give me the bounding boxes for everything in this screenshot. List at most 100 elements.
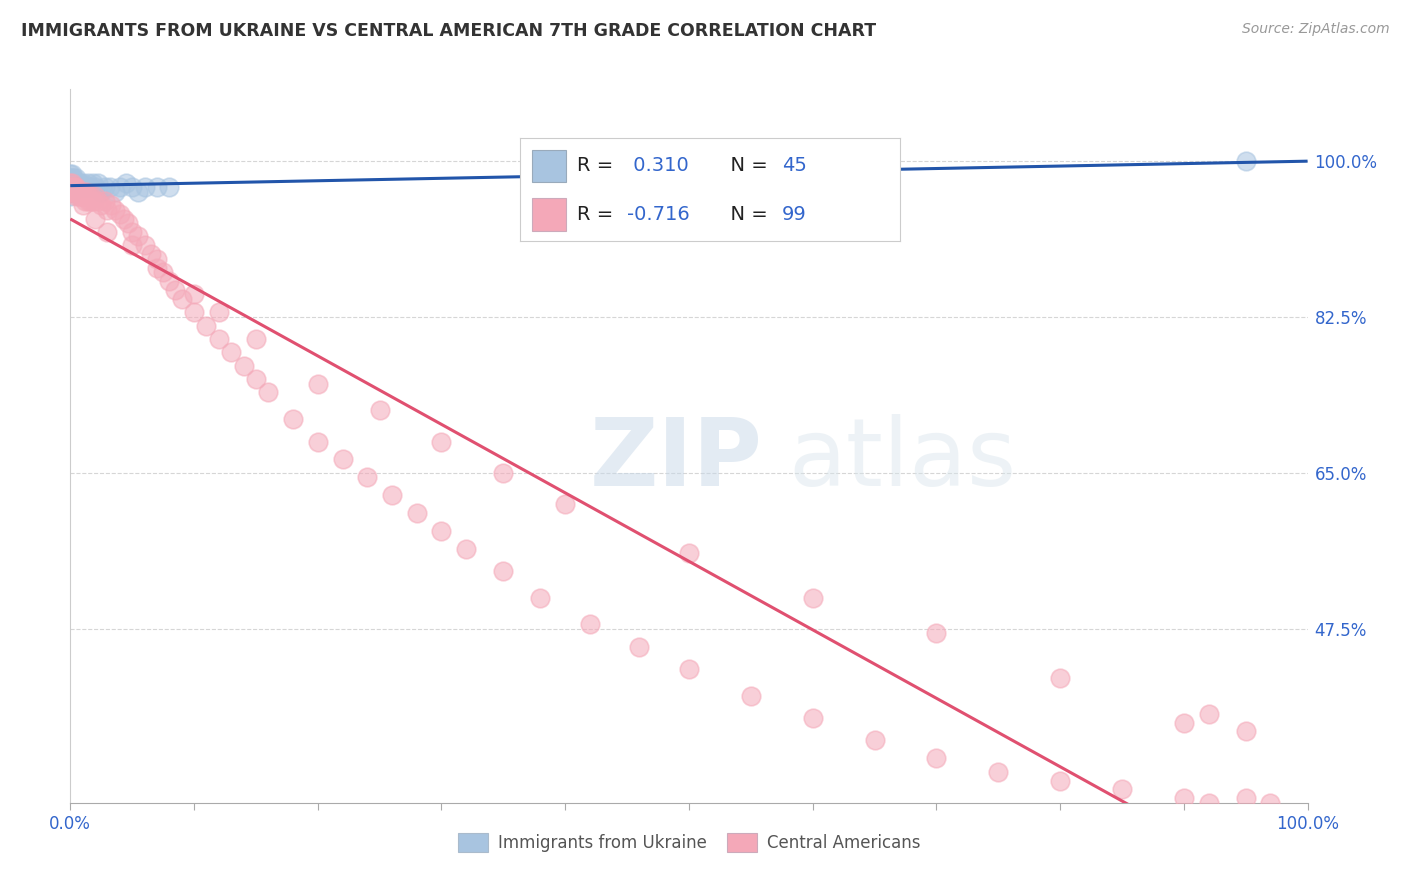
Point (108, 180, 131, 194)
Point (1173, 715, 1195, 730)
Point (1260, 796, 1282, 810)
Point (65, 189, 87, 203)
Point (72, 198, 94, 212)
Point (59, 180, 82, 194)
Point (96, 225, 118, 239)
Point (157, 274, 180, 288)
Point (381, 488, 404, 502)
Point (307, 434, 329, 449)
Point (104, 185, 127, 199)
Text: 45: 45 (782, 156, 807, 176)
Point (73, 185, 96, 199)
Point (117, 216, 139, 230)
Point (678, 546, 700, 560)
Point (60, 167, 83, 181)
Point (67, 176, 90, 190)
Point (152, 265, 174, 279)
Point (82, 176, 104, 190)
Point (115, 176, 138, 190)
Point (62, 176, 84, 190)
Point (121, 180, 143, 194)
Point (100, 198, 122, 212)
Point (1198, 706, 1220, 721)
Point (127, 185, 149, 199)
Point (195, 318, 218, 333)
Point (740, 689, 762, 703)
Point (76, 194, 98, 208)
Point (67, 180, 90, 194)
Point (65, 180, 87, 194)
Point (219, 345, 242, 359)
Point (65, 171, 87, 186)
Point (65, 176, 87, 190)
Point (72, 176, 94, 190)
Point (245, 372, 267, 386)
Point (60, 180, 83, 194)
Point (1198, 796, 1220, 810)
Point (59, 176, 82, 190)
Text: N =: N = (717, 204, 773, 224)
Text: 99: 99 (782, 204, 807, 224)
Point (183, 287, 205, 301)
Point (59, 185, 82, 199)
Point (62, 185, 84, 199)
Point (60, 180, 83, 194)
Point (405, 506, 427, 520)
Point (232, 359, 254, 373)
Point (121, 238, 143, 252)
Point (925, 626, 948, 640)
Point (60, 176, 83, 190)
Point (63, 185, 86, 199)
Point (84, 189, 107, 203)
Point (86, 194, 108, 208)
Point (60, 185, 83, 199)
Point (80, 189, 103, 203)
Point (59, 189, 82, 203)
Point (63, 176, 86, 190)
Point (112, 211, 135, 226)
Point (63, 180, 86, 194)
Point (863, 733, 886, 747)
Text: 0.310: 0.310 (627, 156, 689, 176)
Point (1234, 724, 1257, 739)
Point (94, 194, 117, 208)
Point (90, 198, 112, 212)
Point (456, 541, 478, 556)
Text: ZIP: ZIP (591, 414, 763, 507)
Point (96, 202, 118, 217)
Point (90, 185, 112, 199)
Point (1049, 671, 1071, 685)
Point (332, 452, 354, 467)
Point (529, 591, 551, 605)
Point (82, 194, 104, 208)
Point (146, 252, 169, 266)
Point (59, 176, 82, 190)
Point (76, 176, 98, 190)
Point (75, 194, 97, 208)
Point (430, 434, 453, 449)
Point (307, 376, 329, 391)
Point (108, 207, 131, 221)
Point (492, 564, 515, 578)
Point (70, 185, 93, 199)
Point (69, 189, 91, 203)
Text: IMMIGRANTS FROM UKRAINE VS CENTRAL AMERICAN 7TH GRADE CORRELATION CHART: IMMIGRANTS FROM UKRAINE VS CENTRAL AMERI… (21, 22, 876, 40)
Point (60, 171, 83, 186)
Point (1111, 782, 1133, 797)
Text: -0.716: -0.716 (627, 204, 689, 224)
Point (59, 180, 82, 194)
Point (79, 194, 101, 208)
Point (62, 171, 84, 186)
FancyBboxPatch shape (531, 198, 565, 230)
Point (65, 180, 87, 194)
Point (146, 180, 169, 194)
Point (104, 202, 127, 217)
Point (1173, 791, 1195, 805)
Point (59, 185, 82, 199)
Point (66, 176, 89, 190)
Point (77, 189, 100, 203)
Point (84, 211, 107, 226)
Point (79, 180, 101, 194)
Point (801, 591, 824, 605)
Text: Source: ZipAtlas.com: Source: ZipAtlas.com (1241, 22, 1389, 37)
